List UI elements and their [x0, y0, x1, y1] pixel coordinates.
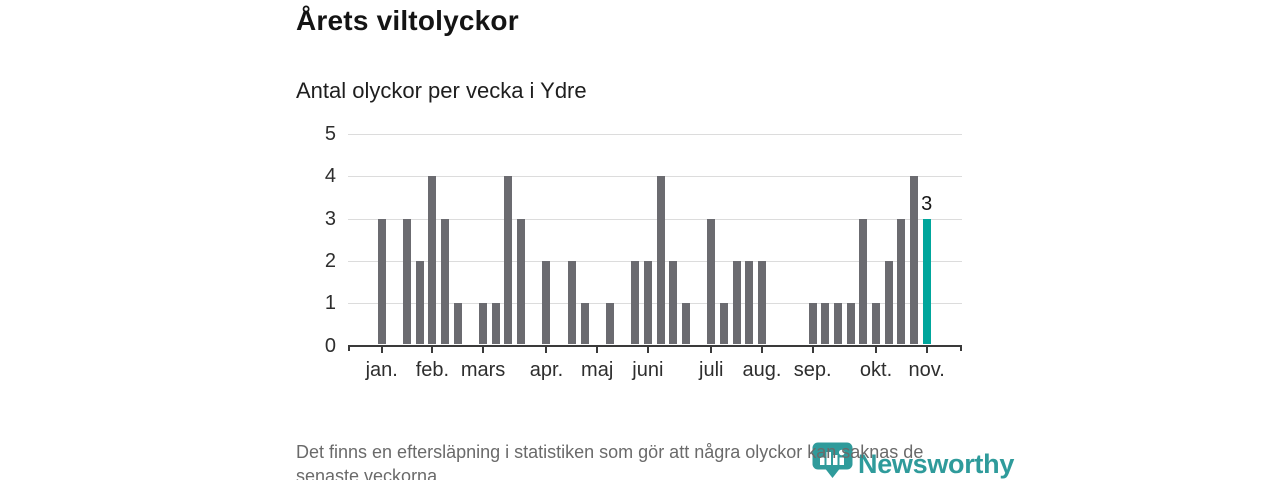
bar-week-28 — [719, 303, 728, 345]
x-axis-label-juni: juni — [632, 359, 664, 381]
x-axis-label-feb: feb. — [415, 359, 450, 381]
bar-week-25 — [681, 303, 690, 345]
chart-subtitle: Antal olyckor per vecka i Ydre — [296, 78, 587, 103]
footnote: Det finns en eftersläpning i statistiken… — [296, 440, 923, 480]
chart-title: Årets viltolyckor — [296, 5, 519, 36]
bar-week-17 — [580, 303, 589, 345]
x-axis-label-mars: mars — [460, 359, 506, 381]
y-axis-label-0: 0 — [324, 334, 336, 357]
highlighted-bar-week-44 — [922, 218, 931, 345]
bar-week-42 — [897, 218, 906, 345]
bar-week-22 — [643, 260, 652, 345]
y-axis-label-2: 2 — [324, 249, 336, 272]
newsworthy-wordmark: Newsworthy — [858, 449, 1015, 479]
bar-week-10 — [491, 303, 500, 345]
footnote-line-1: Det finns en eftersläpning i statistiken… — [296, 442, 924, 462]
month-tick-aug — [760, 346, 763, 353]
x-axis-label-jan: jan. — [365, 359, 398, 381]
bar-week-38 — [846, 303, 855, 345]
newsworthy-logo: Newsworthy — [812, 440, 1014, 480]
month-tick-apr — [545, 346, 548, 353]
x-axis-label-maj: maj — [581, 359, 614, 381]
bar-week-41 — [884, 260, 893, 345]
bar-week-9 — [479, 303, 488, 345]
bar-week-24 — [669, 260, 678, 345]
x-axis-line — [348, 344, 962, 347]
x-axis-label-juli: juli — [699, 359, 724, 381]
gridline-y-1 — [348, 303, 962, 305]
bar-week-14 — [542, 260, 551, 345]
y-axis-label-3: 3 — [324, 207, 336, 230]
x-axis-label-aug: aug. — [742, 359, 782, 381]
highlighted-bar-value-label: 3 — [921, 192, 933, 215]
footnote-line-2: senaste veckorna. — [296, 466, 443, 480]
month-tick-nov — [925, 346, 928, 353]
newsworthy-pin-chart-icon — [812, 442, 853, 478]
gridline-y-4 — [348, 176, 962, 178]
bar-week-37 — [834, 303, 842, 345]
y-axis-label-5: 5 — [324, 123, 336, 145]
bar-week-40 — [872, 303, 881, 345]
month-tick-juli — [710, 346, 713, 353]
y-axis-label-1: 1 — [324, 292, 336, 315]
month-tick-mars — [482, 346, 485, 353]
gridline-y-5 — [348, 134, 962, 135]
x-axis-label-apr: apr. — [529, 359, 564, 381]
bar-week-4 — [415, 260, 424, 345]
bar-week-1 — [377, 218, 386, 345]
bar-week-16 — [567, 260, 576, 345]
bar-week-30 — [745, 260, 754, 345]
month-tick-sep — [811, 346, 814, 353]
month-tick-jan — [380, 346, 383, 353]
bar-week-3 — [403, 218, 412, 345]
month-tick-feb — [431, 346, 434, 353]
x-axis-label-sep: sep. — [793, 359, 832, 381]
bar-week-27 — [707, 218, 716, 345]
x-axis-label-okt: okt. — [859, 359, 893, 381]
bar-week-21 — [631, 260, 640, 345]
bar-week-29 — [732, 260, 741, 345]
bar-week-36 — [821, 303, 830, 345]
month-tick-juni — [646, 346, 649, 353]
month-tick-okt — [875, 346, 878, 353]
month-tick-maj — [596, 346, 599, 353]
x-axis-label-nov: nov. — [908, 359, 945, 381]
bar-week-35 — [808, 303, 817, 345]
bar-week-43 — [910, 176, 919, 345]
gridline-y-2 — [348, 260, 962, 262]
bar-week-7 — [453, 303, 462, 345]
bar-week-31 — [757, 260, 766, 345]
bar-week-5 — [428, 176, 437, 345]
bar-week-39 — [859, 218, 868, 345]
y-axis-label-4: 4 — [324, 165, 336, 188]
bar-week-6 — [441, 218, 450, 345]
bar-week-19 — [605, 303, 614, 345]
axis-end-tick — [960, 346, 962, 351]
gridline-y-3 — [348, 218, 962, 220]
axis-start-tick — [348, 346, 350, 351]
bar-week-23 — [656, 176, 665, 345]
bar-week-11 — [504, 176, 513, 345]
bar-week-12 — [517, 218, 526, 345]
